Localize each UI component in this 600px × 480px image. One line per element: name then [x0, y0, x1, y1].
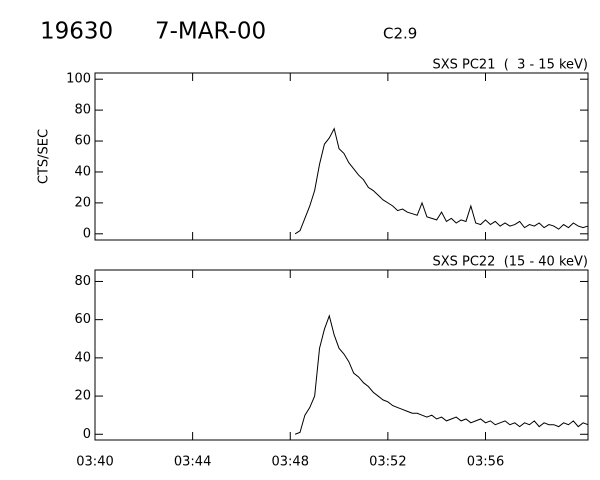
y-tick-label: 60: [74, 312, 91, 327]
event-id: 19630: [40, 19, 113, 45]
x-tick-label: 03:52: [369, 455, 406, 470]
plot-frame: [94, 72, 589, 241]
y-tick-label: 80: [74, 274, 91, 289]
y-tick-label: 20: [74, 389, 91, 404]
y-tick-label: 40: [74, 164, 91, 179]
y-tick-label: 20: [74, 195, 91, 210]
y-tick-label: 60: [74, 134, 91, 149]
x-tick-label: 03:56: [467, 455, 504, 470]
x-tick-label: 03:40: [76, 455, 113, 470]
panel-title: SXS PC21 ( 3 - 15 keV): [432, 58, 588, 73]
y-axis-label: CTS/SEC: [37, 129, 52, 184]
panel-title: SXS PC22 (15 - 40 keV): [432, 255, 588, 270]
plot-frame: [94, 269, 589, 441]
y-tick-label: 40: [74, 350, 91, 365]
flare-class: C2.9: [383, 25, 417, 43]
y-tick-label: 80: [74, 103, 91, 118]
x-tick-label: 03:48: [272, 455, 309, 470]
event-date: 7-MAR-00: [155, 19, 266, 45]
data-line: [294, 314, 589, 435]
y-tick-label: 0: [83, 226, 91, 241]
y-tick-label: 100: [66, 72, 91, 87]
x-tick-label: 03:44: [174, 455, 211, 470]
y-tick-label: 0: [83, 427, 91, 442]
data-line: [294, 127, 589, 235]
